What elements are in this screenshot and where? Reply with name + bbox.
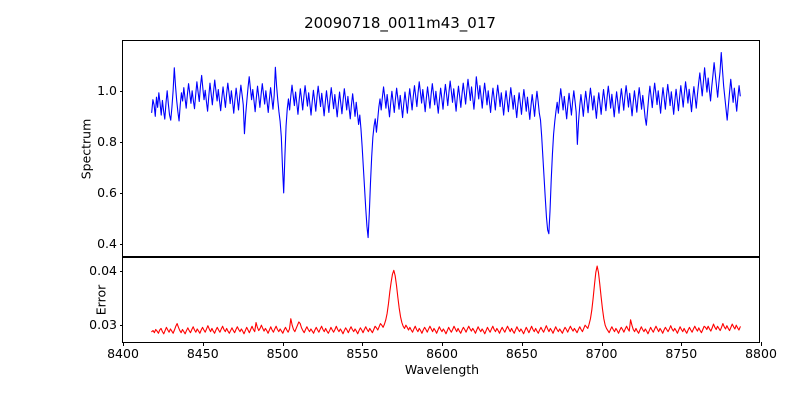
wavelength-xtick — [362, 342, 364, 346]
wavelength-xtick — [123, 342, 124, 346]
wavelength-xtick-label: 8450 — [186, 346, 219, 361]
wavelength-xtick-label: 8500 — [266, 346, 299, 361]
wavelength-xtick — [601, 342, 603, 346]
wavelength-axis-label: Wavelength — [404, 362, 480, 377]
wavelength-xtick — [521, 342, 523, 346]
spectrum-axis-label: Spectrum — [78, 118, 94, 179]
spectrum-panel: Spectrum 0.4 0.6 0.8 1.0 — [78, 40, 761, 258]
spectrum-ytick-tick — [119, 90, 123, 92]
error-panel: Error 0.03 0.04 8400 8450 8500 8550 8600 8650 8… — [89, 257, 777, 376]
error-axis-label: Error — [93, 284, 109, 316]
wavelength-xtick-label: 8800 — [745, 346, 777, 361]
spectrum-line-plot — [123, 41, 761, 258]
spectrum-ytick-tick — [119, 243, 123, 245]
wavelength-xtick-label: 8750 — [665, 346, 698, 361]
spectrum-ytick-label: 0.6 — [97, 184, 117, 200]
wavelength-xtick — [442, 342, 443, 346]
wavelength-xtick-label: 8600 — [426, 346, 458, 361]
error-ytick-label: 0.03 — [89, 316, 117, 332]
wavelength-xtick — [681, 342, 683, 346]
spectrum-ytick-label: 0.8 — [97, 133, 117, 149]
spectrum-ytick-tick — [119, 141, 123, 143]
error-ytick-label: 0.04 — [89, 263, 117, 279]
wavelength-xtick — [202, 342, 204, 346]
spectrum-ytick-label: 1.0 — [97, 82, 117, 98]
wavelength-xtick-label: 8550 — [346, 346, 379, 361]
spectrum-ytick-tick — [119, 192, 123, 194]
wavelength-xtick-label: 8650 — [505, 346, 538, 361]
error-ytick-tick — [119, 325, 123, 327]
error-line-plot — [123, 258, 761, 344]
wavelength-xtick-label: 8400 — [107, 346, 139, 361]
wavelength-xtick — [761, 342, 762, 346]
error-ytick-tick — [119, 271, 123, 273]
wavelength-xtick — [282, 342, 284, 346]
page-title: 20090718_0011m43_017 — [304, 14, 496, 32]
wavelength-xtick-label: 8700 — [585, 346, 618, 361]
spectrum-ytick-label: 0.4 — [97, 235, 117, 251]
